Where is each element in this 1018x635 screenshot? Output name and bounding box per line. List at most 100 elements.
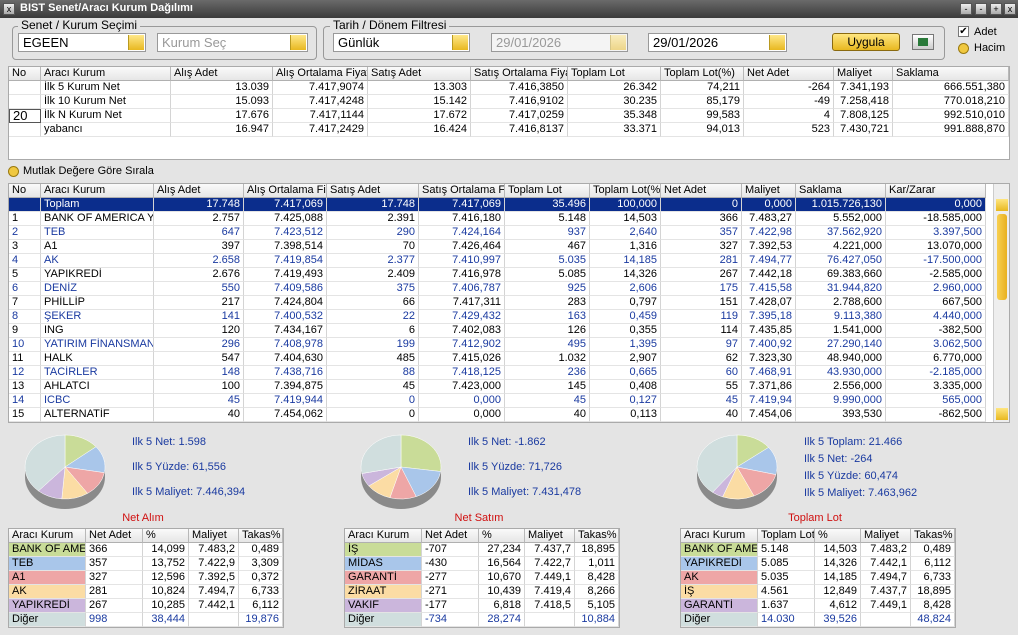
sort-option-label: Mutlak Değere Göre Sırala	[23, 165, 154, 177]
table-cell: 38,444	[143, 613, 189, 627]
table-cell: 5.035	[505, 254, 590, 268]
table-cell: 647	[154, 226, 244, 240]
column-header: Net Adet	[661, 184, 742, 198]
group-label: Senet / Kurum Seçimi	[18, 18, 141, 32]
close-button[interactable]: x	[1004, 3, 1016, 15]
table-cell: 7.371,86	[742, 380, 796, 394]
table-cell: 0,000	[742, 198, 796, 212]
table-cell: 7.415,58	[742, 282, 796, 296]
table-cell: 14.030	[758, 613, 815, 627]
table-cell: BANK OF AME	[681, 543, 758, 557]
stat-text: Ilk 5 Maliyet: 7.446,394	[132, 486, 245, 498]
table-cell: 9.113,380	[796, 310, 886, 324]
table-cell: 7.417,9074	[273, 81, 368, 95]
symbol-combo[interactable]: EGEEN	[18, 33, 146, 52]
table-cell: 7.258,418	[834, 95, 893, 109]
combo-text: EGEEN	[23, 35, 69, 50]
table-cell: 2,640	[590, 226, 661, 240]
combo-text: Kurum Seç	[162, 35, 227, 50]
radio[interactable]	[958, 43, 969, 54]
checkbox[interactable]	[8, 166, 19, 177]
table-cell: 45	[327, 380, 419, 394]
table-cell: GARANTİ	[681, 599, 758, 613]
table-cell: 7.416,8137	[471, 123, 568, 137]
table-cell: -271	[422, 585, 479, 599]
table-cell: 217	[154, 296, 244, 310]
column-header: Maliyet	[525, 529, 575, 543]
minimize-button[interactable]: -	[960, 3, 972, 15]
table-cell: 7.418,5	[525, 599, 575, 613]
date-end[interactable]: 29/01/2026	[648, 33, 787, 52]
table-cell: 3.335,000	[886, 380, 986, 394]
column-header: Takas%	[239, 529, 283, 543]
table-cell: 393,530	[796, 408, 886, 422]
table-cell: 366	[661, 212, 742, 226]
table-cell	[525, 613, 575, 627]
restore-button[interactable]: -	[975, 3, 987, 15]
table-cell: 9	[9, 324, 41, 338]
table-cell: 10,285	[143, 599, 189, 613]
period-combo[interactable]: Günlük	[333, 33, 470, 52]
table-cell: 45	[661, 394, 742, 408]
group-box	[323, 26, 945, 60]
table-cell: 114	[661, 324, 742, 338]
column-header: %	[479, 529, 525, 543]
scroll-thumb[interactable]	[997, 214, 1007, 300]
pie-area: Ilk 5 Net: 1.598 Ilk 5 Yüzde: 61,556 Ilk 5…	[24, 434, 917, 524]
table-cell: ING	[41, 324, 154, 338]
table-cell: 26.342	[568, 81, 661, 95]
table-cell: 7.419,4	[525, 585, 575, 599]
table-cell: 7.419,854	[244, 254, 327, 268]
close-button[interactable]: x	[3, 3, 15, 15]
table-cell: 397	[154, 240, 244, 254]
scroll-up[interactable]	[996, 199, 1008, 211]
table-cell: AK	[681, 571, 758, 585]
table-cell: 70	[327, 240, 419, 254]
table-cell: 267	[86, 599, 143, 613]
table-cell: A1	[9, 571, 86, 585]
table-cell: 7.425,088	[244, 212, 327, 226]
table-cell: -277	[422, 571, 479, 585]
excel-button[interactable]	[912, 34, 934, 50]
table-cell: 20	[9, 109, 41, 123]
column-header: Maliyet	[742, 184, 796, 198]
column-header: Takas%	[911, 529, 955, 543]
combo-arrow[interactable]	[128, 35, 144, 50]
combo-arrow[interactable]	[452, 35, 468, 50]
table-cell: 7.416,3850	[471, 81, 568, 95]
table-cell: 7.454,062	[244, 408, 327, 422]
table-cell: 7.494,7	[861, 571, 911, 585]
checkbox[interactable]: ✔	[958, 26, 969, 37]
table-cell: -18.585,000	[886, 212, 986, 226]
maximize-button[interactable]: +	[990, 3, 1002, 15]
table-cell: 6,112	[911, 557, 955, 571]
table-cell: 4	[9, 254, 41, 268]
pie-slice	[24, 434, 66, 492]
table-cell: 7.419,493	[244, 268, 327, 282]
table-cell: 7.417,069	[419, 198, 505, 212]
table-cell: 7.341,193	[834, 81, 893, 95]
table-cell: 0,459	[590, 310, 661, 324]
table-cell: 22	[327, 310, 419, 324]
apply-button[interactable]: Uygula	[832, 33, 900, 51]
table-cell: 1,011	[575, 557, 619, 571]
table-cell: 30.235	[568, 95, 661, 109]
table-cell: İlk N Kurum Net	[41, 109, 171, 123]
table-cell: 14	[9, 394, 41, 408]
scrollbar[interactable]	[993, 184, 1009, 422]
combo-arrow[interactable]	[769, 35, 785, 50]
stat-text: Ilk 5 Yüzde: 61,556	[132, 461, 226, 473]
broker-combo[interactable]: Kurum Seç	[157, 33, 308, 52]
table-cell: 357	[86, 557, 143, 571]
column-header: Toplam Lot(%)	[661, 67, 744, 81]
table-cell: AK	[41, 254, 154, 268]
table-cell: 17.748	[154, 198, 244, 212]
combo-arrow[interactable]	[290, 35, 306, 50]
column-header: Maliyet	[834, 67, 893, 81]
table-cell: 7.416,978	[419, 268, 505, 282]
scroll-down[interactable]	[996, 408, 1008, 420]
table-cell: 163	[505, 310, 590, 324]
table-cell: İlk 5 Kurum Net	[41, 81, 171, 95]
table-cell	[861, 613, 911, 627]
column-header: Alış Adet	[154, 184, 244, 198]
